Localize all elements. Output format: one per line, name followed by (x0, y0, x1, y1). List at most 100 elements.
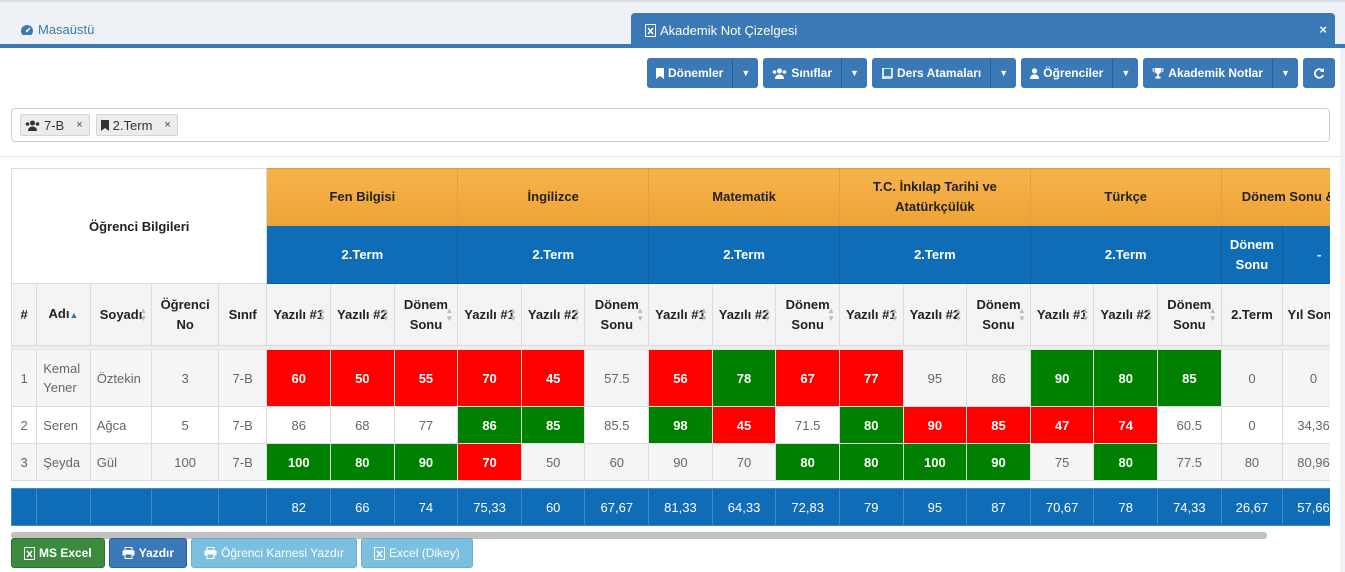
term2-cell: 0 (1220, 406, 1284, 444)
sort-icon: ▲ ▼ (1081, 306, 1090, 323)
filter-chip-class-label: 7-B (44, 117, 65, 133)
print-button[interactable]: Yazdır (108, 538, 188, 568)
table-row[interactable]: 1 Kemal Yener Öztekin 3 7-B 60 50 55 70 45 57.5 56 7… (11, 349, 1330, 407)
col-student-no[interactable]: Öğrenci No (151, 283, 219, 346)
terms-button[interactable]: Dönemler (646, 58, 733, 88)
classes-dropdown-toggle[interactable]: ▼ (841, 58, 867, 88)
row-num-cell: 2 (11, 406, 38, 444)
grade-cell: 86 (966, 349, 1031, 407)
grade-cell: 55 (393, 349, 459, 407)
surname-cell: Gül (89, 443, 153, 481)
col-written-1[interactable]: Yazılı #1 ▲ ▼ (1029, 283, 1095, 346)
col-written-2[interactable]: Yazılı #2 ▲ ▼ (711, 283, 777, 346)
terms-dropdown-toggle[interactable]: ▼ (732, 58, 759, 88)
caret-down-icon: ▼ (850, 68, 859, 78)
sort-icon: ▲ ▼ (572, 306, 581, 323)
remove-chip-icon[interactable]: × (76, 119, 83, 131)
terms-button-group: Dönemler ▼ (646, 58, 759, 88)
trophy-icon (1152, 67, 1164, 79)
excel-vertical-button[interactable]: Excel (Dikey) (361, 538, 473, 568)
tab-academic-grades[interactable]: Akademik Not Çizelgesi × (631, 13, 1335, 48)
grade-cell: 71.5 (775, 406, 840, 444)
subject-header: Fen Bilgisi (266, 168, 459, 226)
sort-icon: ▲ ▼ (1145, 306, 1154, 323)
col-written-1[interactable]: Yazılı #1 ▲ ▼ (266, 283, 332, 346)
average-cell: 67,67 (584, 488, 650, 526)
col-written-2[interactable]: Yazılı #2 ▲ ▼ (330, 283, 395, 346)
refresh-icon (1313, 67, 1325, 79)
col-final[interactable]: Dönem Sonu ▲ ▼ (584, 283, 650, 346)
col-written-2[interactable]: Yazılı #2 ▲ ▼ (520, 283, 586, 346)
col-written-1[interactable]: Yazılı #1 ▲ ▼ (648, 283, 713, 346)
grades-body: 1 Kemal Yener Öztekin 3 7-B 60 50 55 70 45 57.5 56 7… (11, 349, 1330, 489)
row-num-cell: 3 (11, 443, 38, 481)
close-icon[interactable]: × (1319, 22, 1327, 37)
col-surname-label: Soyadı (99, 306, 143, 322)
col-surname[interactable]: Soyadı ▲ ▼ (89, 283, 153, 346)
academic-grades-dropdown-toggle[interactable]: ▼ (1272, 58, 1298, 88)
students-button[interactable]: Öğrenciler (1021, 58, 1113, 88)
scroll-spacer-cell (11, 480, 1330, 489)
academic-grades-button[interactable]: Akademik Notlar (1143, 58, 1272, 88)
course-assignments-button[interactable]: Ders Atamaları (872, 58, 991, 88)
grade-cell: 85.5 (584, 406, 650, 444)
table-row[interactable]: 2 Seren Ağca 5 7-B 86 68 77 86 85 85.5 98 45 71.5 80 90… (11, 406, 1330, 444)
course-assignments-label: Ders Atamaları (897, 66, 982, 80)
remove-chip-icon[interactable]: × (164, 119, 171, 131)
grade-cell: 80 (330, 443, 395, 481)
col-written-1[interactable]: Yazılı #1 ▲ ▼ (457, 283, 522, 346)
col-label: Dönem Sonu (403, 296, 448, 332)
classes-button[interactable]: Sınıflar (763, 58, 841, 88)
average-cell: 26,67 (1220, 488, 1284, 526)
sort-asc-icon: ▲ (69, 310, 79, 320)
student-no-cell: 100 (151, 443, 219, 481)
col-written-1[interactable]: Yazılı #1 ▲ ▼ (838, 283, 904, 346)
grade-cell: 45 (520, 349, 586, 407)
average-cell: 60 (520, 488, 586, 526)
excel-file-icon (24, 546, 35, 560)
sort-icon: ▲ ▼ (1208, 306, 1217, 323)
term-header-row: 2.Term 2.Term 2.Term 2.Term 2.Term Dönem… (12, 225, 1330, 284)
filter-bar[interactable]: 7-B × 2.Term × (11, 108, 1330, 142)
col-label: Dönem Sonu (1167, 296, 1212, 332)
col-written-2[interactable]: Yazılı #2 ▲ ▼ (1093, 283, 1159, 346)
grade-cell: 86 (457, 406, 522, 444)
students-label: Öğrenciler (1043, 66, 1104, 80)
horizontal-scrollbar[interactable] (11, 532, 1267, 539)
average-cell: 81,33 (648, 488, 713, 526)
col-final[interactable]: Dönem Sonu ▲ ▼ (966, 283, 1031, 346)
grade-cell: 68 (330, 406, 395, 444)
col-name[interactable]: Adı▲ (36, 283, 91, 346)
col-num[interactable]: # (11, 283, 38, 346)
grade-cell: 77 (393, 406, 459, 444)
term2-cell: 80 (1220, 443, 1284, 481)
course-assignments-dropdown-toggle[interactable]: ▼ (990, 58, 1017, 88)
report-card-print-button[interactable]: Öğrenci Karnesi Yazdır (191, 538, 358, 568)
grade-cell: 100 (902, 443, 968, 481)
dashboard-icon (20, 24, 34, 36)
table-row[interactable]: 3 Şeyda Gül 100 7-B 100 80 90 70 50 60 90 70 80 80 100 9… (11, 443, 1330, 481)
tab-desktop[interactable]: Masaüstü (20, 22, 94, 37)
col-written-2[interactable]: Yazılı #2 ▲ ▼ (902, 283, 968, 346)
grade-cell: 74 (1093, 406, 1159, 444)
refresh-button[interactable] (1303, 58, 1335, 88)
col-label: Yazılı #2 (1100, 306, 1152, 322)
student-no-cell: 5 (151, 406, 219, 444)
grades-table: Öğrenci Bilgileri Fen Bilgisi İngilizce … (11, 168, 1330, 526)
average-cell: 95 (902, 488, 968, 526)
ms-excel-button[interactable]: MS Excel (11, 538, 105, 568)
year-end-cell: 34,36 (1282, 406, 1330, 444)
subject-header: T.C. İnkılap Tarihi ve Atatürkçülük (838, 168, 1031, 226)
col-class[interactable]: Sınıf (217, 283, 268, 346)
col-final[interactable]: Dönem Sonu ▲ ▼ (775, 283, 840, 346)
col-term-2[interactable]: 2.Term (1220, 283, 1284, 346)
col-final[interactable]: Dönem Sonu ▲ ▼ (1157, 283, 1222, 346)
students-dropdown-toggle[interactable]: ▼ (1112, 58, 1139, 88)
term-header: Dönem Sonu (1220, 225, 1284, 284)
term-header: 2.Term (838, 225, 1031, 284)
col-year-end[interactable]: Yıl Sonu▲▼ (1282, 283, 1330, 346)
subject-header: Dönem Sonu & (1220, 168, 1330, 226)
col-final[interactable]: Dönem Sonu ▲ ▼ (393, 283, 459, 346)
caret-down-icon: ▼ (741, 68, 751, 78)
caret-down-icon: ▼ (999, 68, 1009, 78)
